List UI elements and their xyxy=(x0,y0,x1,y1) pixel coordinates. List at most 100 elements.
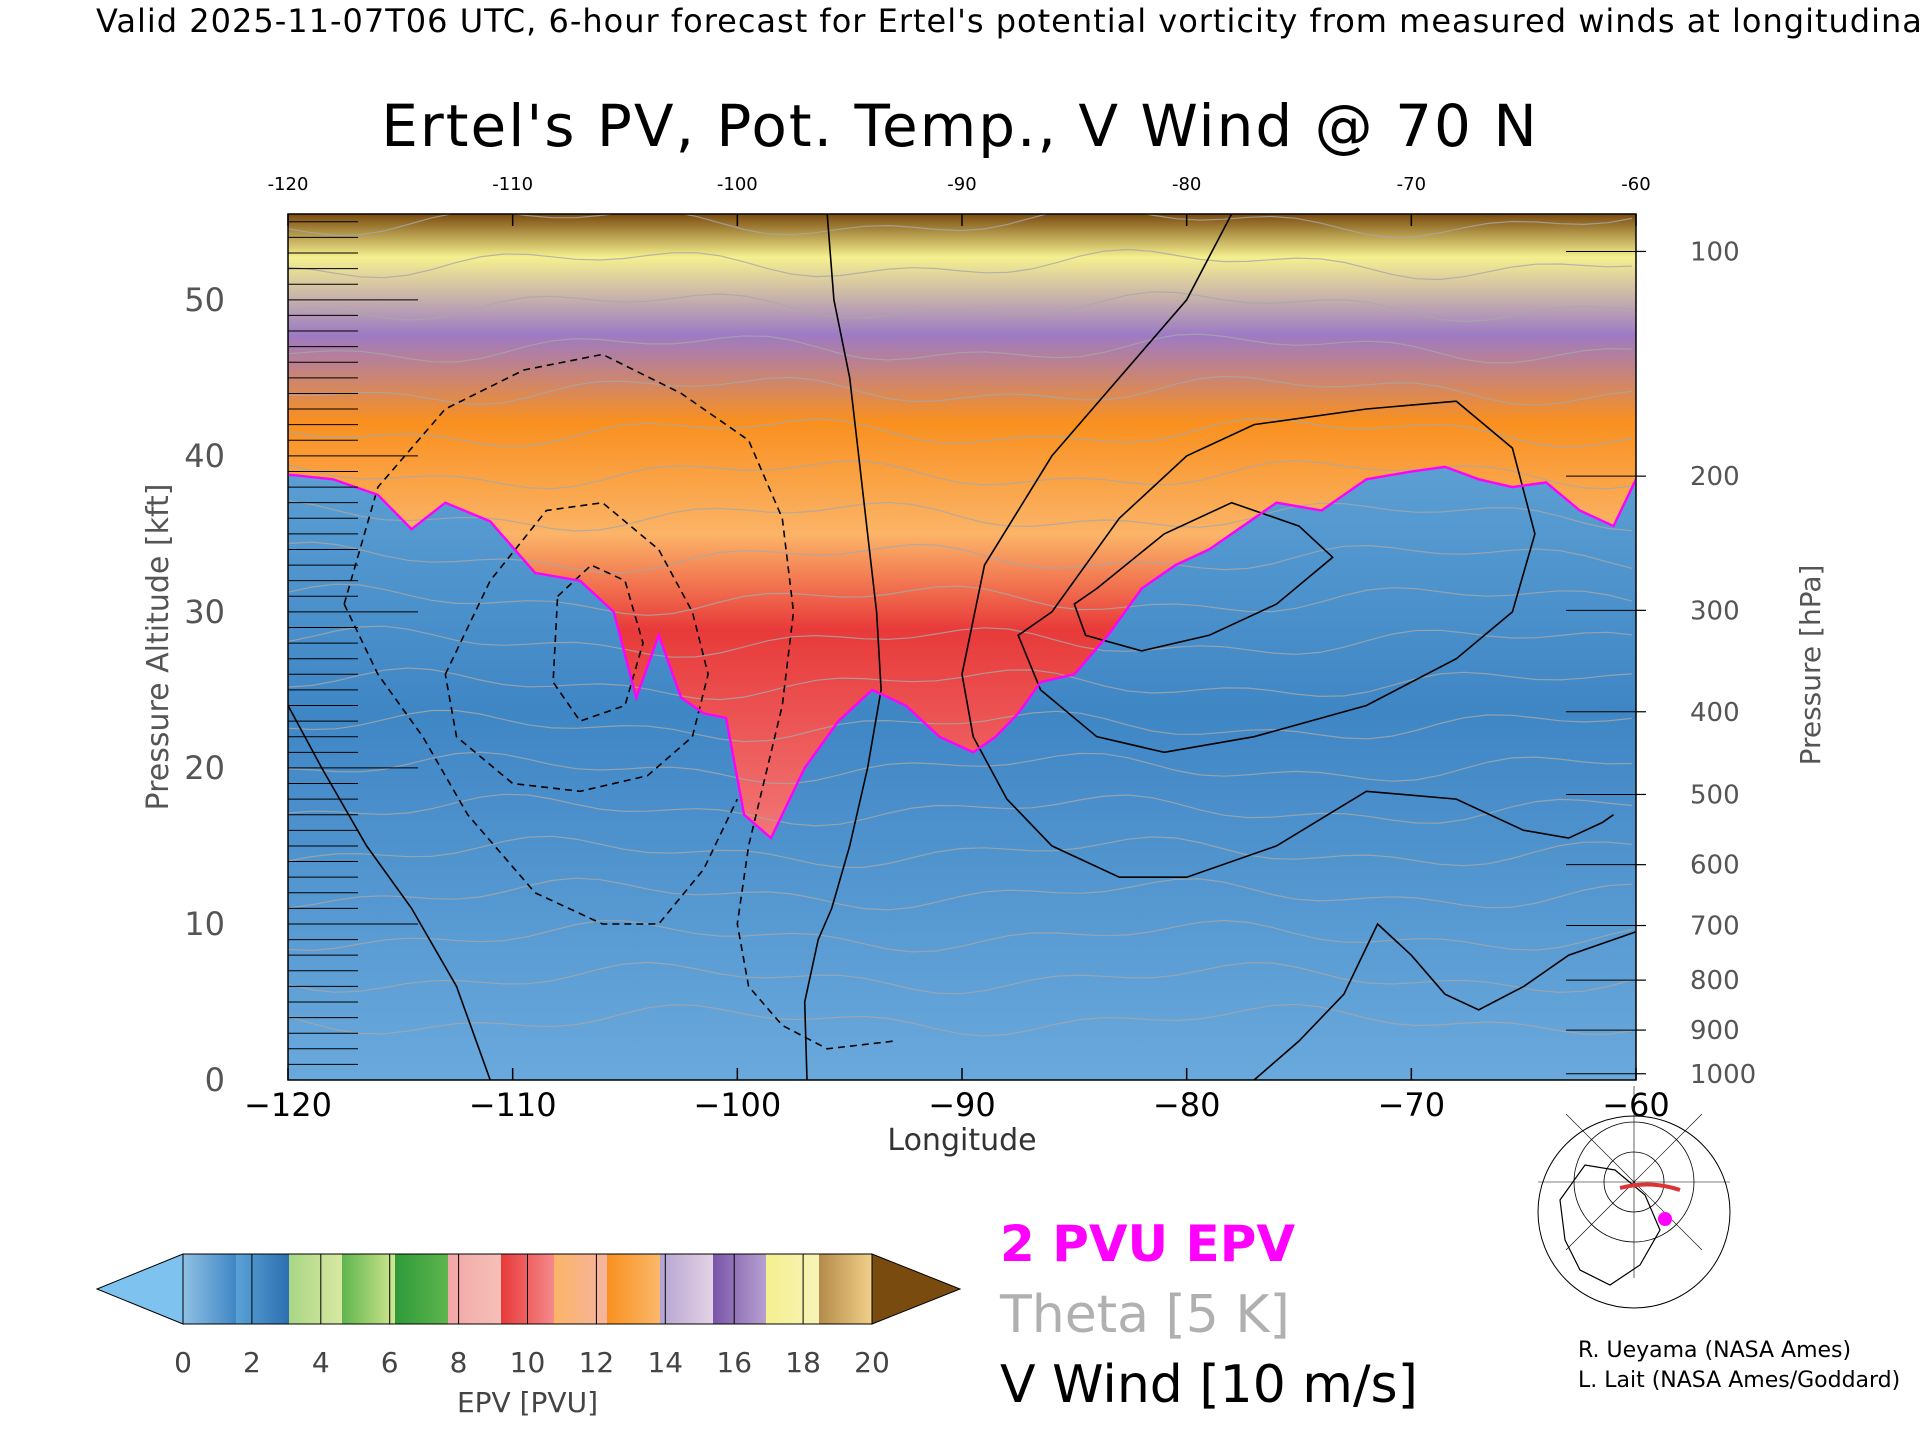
x-top-tick-label: -80 xyxy=(1172,174,1201,195)
map-section-line xyxy=(1619,1182,1681,1192)
legend-theta-entry: Theta [5 K] xyxy=(1000,1285,1290,1345)
v-wind-contour-neg20 xyxy=(444,501,709,793)
map-meridian xyxy=(1633,1113,1703,1183)
theta-contour xyxy=(288,418,1633,448)
x-top-tick-label: -70 xyxy=(1397,174,1426,195)
colorbar-tick-label: 0 xyxy=(174,1346,192,1379)
theta-contour xyxy=(288,751,1633,785)
pressure-tick-label: 300 xyxy=(1690,596,1740,626)
colorbar-segment xyxy=(448,1254,502,1324)
colorbar-under-arrow xyxy=(95,1253,184,1325)
map-location-dot xyxy=(1658,1212,1672,1226)
map-coastline xyxy=(1559,1164,1661,1286)
theta-contour xyxy=(288,291,1633,323)
chart-title: Ertel's PV, Pot. Temp., V Wind @ 70 N xyxy=(381,92,1539,160)
pressure-tick-label: 500 xyxy=(1690,780,1740,810)
theta-contour xyxy=(288,625,1633,658)
v-wind-contour-neg30 xyxy=(552,564,644,723)
v-wind-contour-10 xyxy=(961,214,1614,878)
pressure-tick-label: 800 xyxy=(1690,966,1740,996)
colorbar-tick-label: 20 xyxy=(854,1346,890,1379)
y-tick-label: 50 xyxy=(184,281,225,319)
plot-field xyxy=(288,214,1636,1080)
colorbar-segment xyxy=(713,1254,767,1324)
theta-contour xyxy=(288,583,1633,617)
colorbar-over-arrow xyxy=(871,1253,962,1325)
x-tick-label: −90 xyxy=(928,1086,996,1124)
x-tick-label: −70 xyxy=(1378,1086,1446,1124)
colorbar-tick-label: 2 xyxy=(243,1346,261,1379)
y-axis-label: Pressure Altitude [kft] xyxy=(141,484,176,811)
x-axis-label: Longitude xyxy=(887,1123,1036,1158)
theta-contour xyxy=(288,835,1633,869)
pressure-tick-label: 700 xyxy=(1690,912,1740,942)
colorbar-tick-label: 8 xyxy=(450,1346,468,1379)
credit-line-2: L. Lait (NASA Ames/Goddard) xyxy=(1578,1368,1901,1393)
plot-area xyxy=(288,214,1636,1080)
map-meridian xyxy=(1565,1181,1635,1251)
x-top-tick-label: -90 xyxy=(947,174,976,195)
lower-epv-field xyxy=(288,466,1636,1080)
colorbar-segment xyxy=(395,1254,449,1324)
tropopause-2pvu-line xyxy=(288,465,1636,841)
theta-contour xyxy=(288,375,1633,406)
x-tick-label: −110 xyxy=(469,1086,557,1124)
x-tick-label: −120 xyxy=(244,1086,332,1124)
colorbar-tick-label: 18 xyxy=(785,1346,821,1379)
x-top-tick-label: -110 xyxy=(492,174,533,195)
colorbar-segment xyxy=(819,1254,873,1324)
colorbar-segment xyxy=(607,1254,661,1324)
colorbar-tick-label: 10 xyxy=(510,1346,546,1379)
pressure-tick-label: 400 xyxy=(1690,698,1740,728)
legend-pv-entry: 2 PVU EPV xyxy=(1000,1215,1296,1273)
colorbar-tick-label: 4 xyxy=(312,1346,330,1379)
colorbar-tick-label: 12 xyxy=(579,1346,615,1379)
theta-contour xyxy=(288,1003,1633,1037)
v-wind-contour-0 xyxy=(1253,922,1636,1080)
pressure-tick-label: 600 xyxy=(1690,851,1740,881)
v-wind-contour-neg10 xyxy=(343,353,895,1050)
pressure-tick-label: 900 xyxy=(1690,1016,1740,1046)
theta-contour xyxy=(288,541,1633,574)
colorbar-label: EPV [PVU] xyxy=(457,1386,598,1419)
v-wind-contour-20 xyxy=(1017,400,1536,754)
theta-contour xyxy=(288,214,1633,239)
colorbar-tick-label: 16 xyxy=(716,1346,752,1379)
colorbar-tick-label: 6 xyxy=(381,1346,399,1379)
colorbar-tick-label: 14 xyxy=(647,1346,683,1379)
x-top-tick-label: -120 xyxy=(268,174,309,195)
theta-contour xyxy=(288,667,1633,701)
legend-vwind-entry: V Wind [10 m/s] xyxy=(1000,1355,1418,1415)
pressure-tick-label: 1000 xyxy=(1690,1060,1756,1090)
x-top-tick-label: -100 xyxy=(717,174,758,195)
v-wind-contour-30 xyxy=(1073,501,1334,652)
pressure-tick-label: 200 xyxy=(1690,462,1740,492)
colorbar-segment xyxy=(183,1254,237,1324)
colorbar: 0 2 4 6 8 10 12 14 16 18 20 EPV [PVU] xyxy=(95,1253,962,1419)
colorbar-segment xyxy=(289,1254,343,1324)
map-meridian xyxy=(1565,1113,1635,1183)
x-top-tick-label: -60 xyxy=(1621,174,1650,195)
y-tick-label: 30 xyxy=(184,593,225,631)
v-wind-contour-0 xyxy=(803,214,882,1080)
colorbar-segment xyxy=(236,1254,290,1324)
locator-map xyxy=(1537,1086,1731,1309)
colorbar-segment xyxy=(766,1254,820,1324)
credit-line-1: R. Ueyama (NASA Ames) xyxy=(1578,1338,1852,1363)
theta-contour xyxy=(288,460,1633,490)
theta-contour xyxy=(288,248,1633,281)
pressure-tick-label: 100 xyxy=(1690,237,1740,267)
theta-contour xyxy=(288,877,1633,911)
colorbar-segment xyxy=(660,1254,714,1324)
y-tick-label: 40 xyxy=(184,437,225,475)
pressure-axis-label: Pressure [hPa] xyxy=(1794,565,1827,766)
theta-contour xyxy=(288,961,1633,995)
theta-contour xyxy=(288,333,1633,364)
theta-contour xyxy=(288,709,1633,743)
y-tick-label: 10 xyxy=(184,905,225,943)
y-tick-label: 20 xyxy=(184,749,225,787)
x-tick-label: −80 xyxy=(1153,1086,1221,1124)
x-tick-label: −100 xyxy=(693,1086,781,1124)
theta-contour xyxy=(288,793,1633,827)
